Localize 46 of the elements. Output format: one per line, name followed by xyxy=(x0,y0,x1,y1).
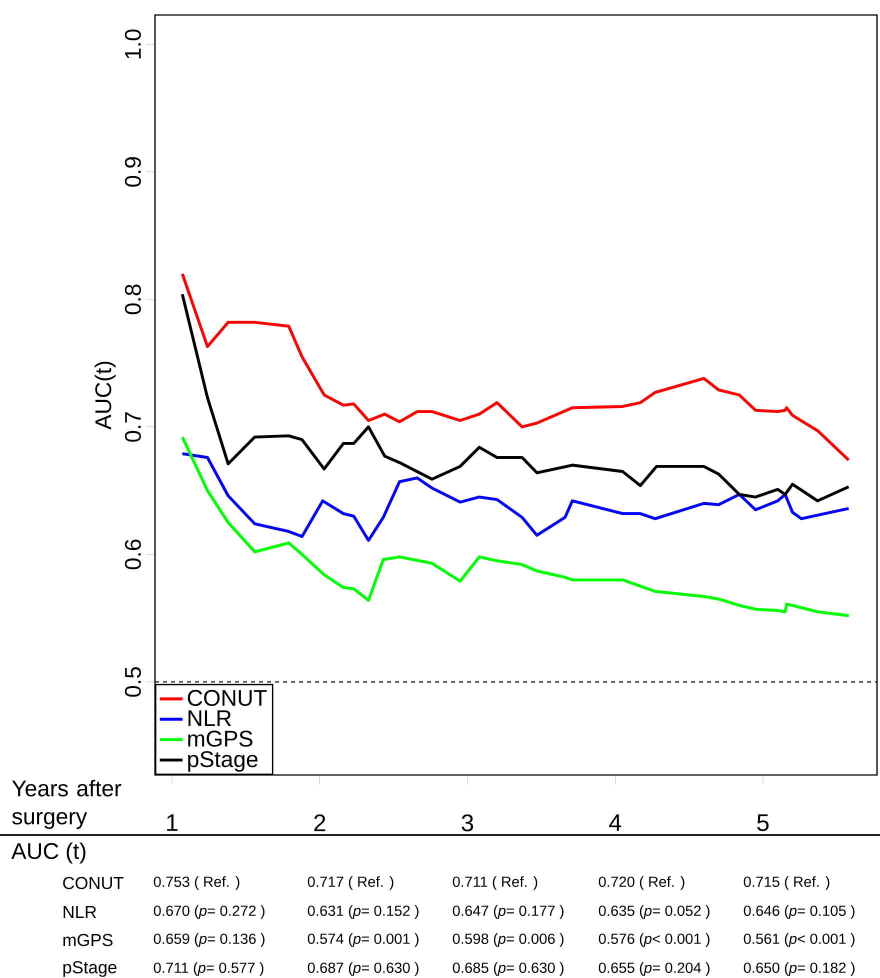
text: NLR xyxy=(64,906,96,918)
y-tick-label: 1.0 xyxy=(124,29,141,58)
text: 0.711 ( Ref. ) xyxy=(452,876,538,890)
text: 0.650 (p= 0.182 ) xyxy=(744,962,854,976)
text: 0.655 (p= 0.204 ) xyxy=(598,962,710,976)
text: 0.715 ( Ref. ) xyxy=(744,876,830,890)
text: mGPS xyxy=(63,934,113,946)
text: 0.717 ( Ref. ) xyxy=(308,876,394,890)
text: 0.687 (p= 0.630 ) xyxy=(308,962,418,976)
line-series xyxy=(180,452,850,542)
legend-label: CONUT xyxy=(188,690,267,706)
x-axis-title: Years after surgery xyxy=(12,780,122,829)
line-series xyxy=(180,272,850,462)
y-tick-label: 0.9 xyxy=(124,157,141,187)
text: 0.720 ( Ref. ) xyxy=(598,876,684,890)
text: pStage xyxy=(63,961,116,977)
text: 0.670 (p= 0.272 ) xyxy=(154,905,264,919)
x-tick-label: 3 xyxy=(462,814,474,832)
text: 0.753 ( Ref. ) xyxy=(154,876,240,890)
text: 0.711 (p= 0.577 ) xyxy=(154,962,264,976)
y-tick-label: 0.7 xyxy=(124,412,141,442)
text: 0.635 (p= 0.052 ) xyxy=(598,905,710,919)
legend-label: NLR xyxy=(188,710,231,726)
line-series xyxy=(180,436,850,618)
legend-label: mGPS xyxy=(188,730,252,747)
text: CONUT xyxy=(63,876,124,890)
text: 0.561 (p< 0.001 ) xyxy=(744,933,854,947)
y-tick-label: 0.8 xyxy=(124,284,141,314)
text: 0.598 (p= 0.006 ) xyxy=(452,933,564,947)
text: 0.659 (p= 0.136 ) xyxy=(154,933,264,947)
text: 0.631 (p= 0.152 ) xyxy=(308,905,418,919)
y-tick-label: 0.6 xyxy=(124,540,141,570)
text: 0.647 (p= 0.177 ) xyxy=(452,905,564,919)
x-tick-label: 5 xyxy=(757,814,769,832)
text: AUC (t) xyxy=(11,842,86,864)
y-tick-label: 0.5 xyxy=(124,667,141,697)
text: 0.646 (p= 0.105 ) xyxy=(744,905,854,919)
legend-label: pStage xyxy=(188,751,258,772)
x-tick-label: 1 xyxy=(167,814,178,831)
text: 0.685 (p= 0.630 ) xyxy=(452,962,564,976)
text: 0.574 (p= 0.001 ) xyxy=(308,933,418,947)
line-series xyxy=(180,292,850,502)
x-tick-label: 4 xyxy=(609,814,622,831)
x-tick-label: 2 xyxy=(314,814,326,832)
text: 0.576 (p< 0.001 ) xyxy=(598,933,710,947)
y-axis-title: AUC(t) xyxy=(94,362,116,430)
